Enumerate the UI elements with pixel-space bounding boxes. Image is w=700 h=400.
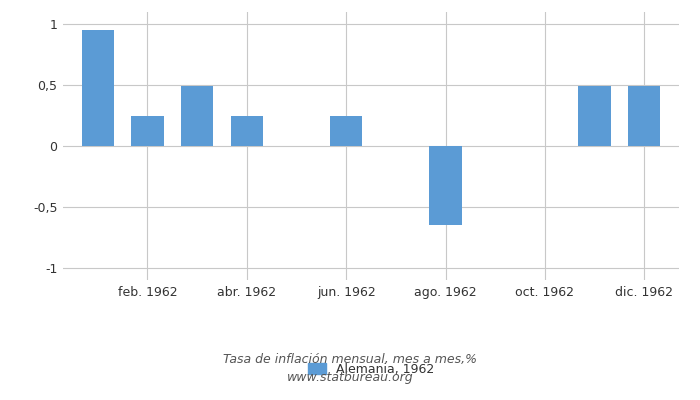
- Text: www.statbureau.org: www.statbureau.org: [287, 372, 413, 384]
- Text: Tasa de inflación mensual, mes a mes,%: Tasa de inflación mensual, mes a mes,%: [223, 354, 477, 366]
- Legend: Alemania, 1962: Alemania, 1962: [307, 362, 435, 376]
- Bar: [82, 30, 114, 146]
- Bar: [330, 116, 363, 146]
- Bar: [578, 86, 610, 146]
- Bar: [181, 86, 214, 146]
- Bar: [231, 116, 263, 146]
- Bar: [132, 116, 164, 146]
- Bar: [628, 86, 660, 146]
- Bar: [429, 146, 462, 225]
